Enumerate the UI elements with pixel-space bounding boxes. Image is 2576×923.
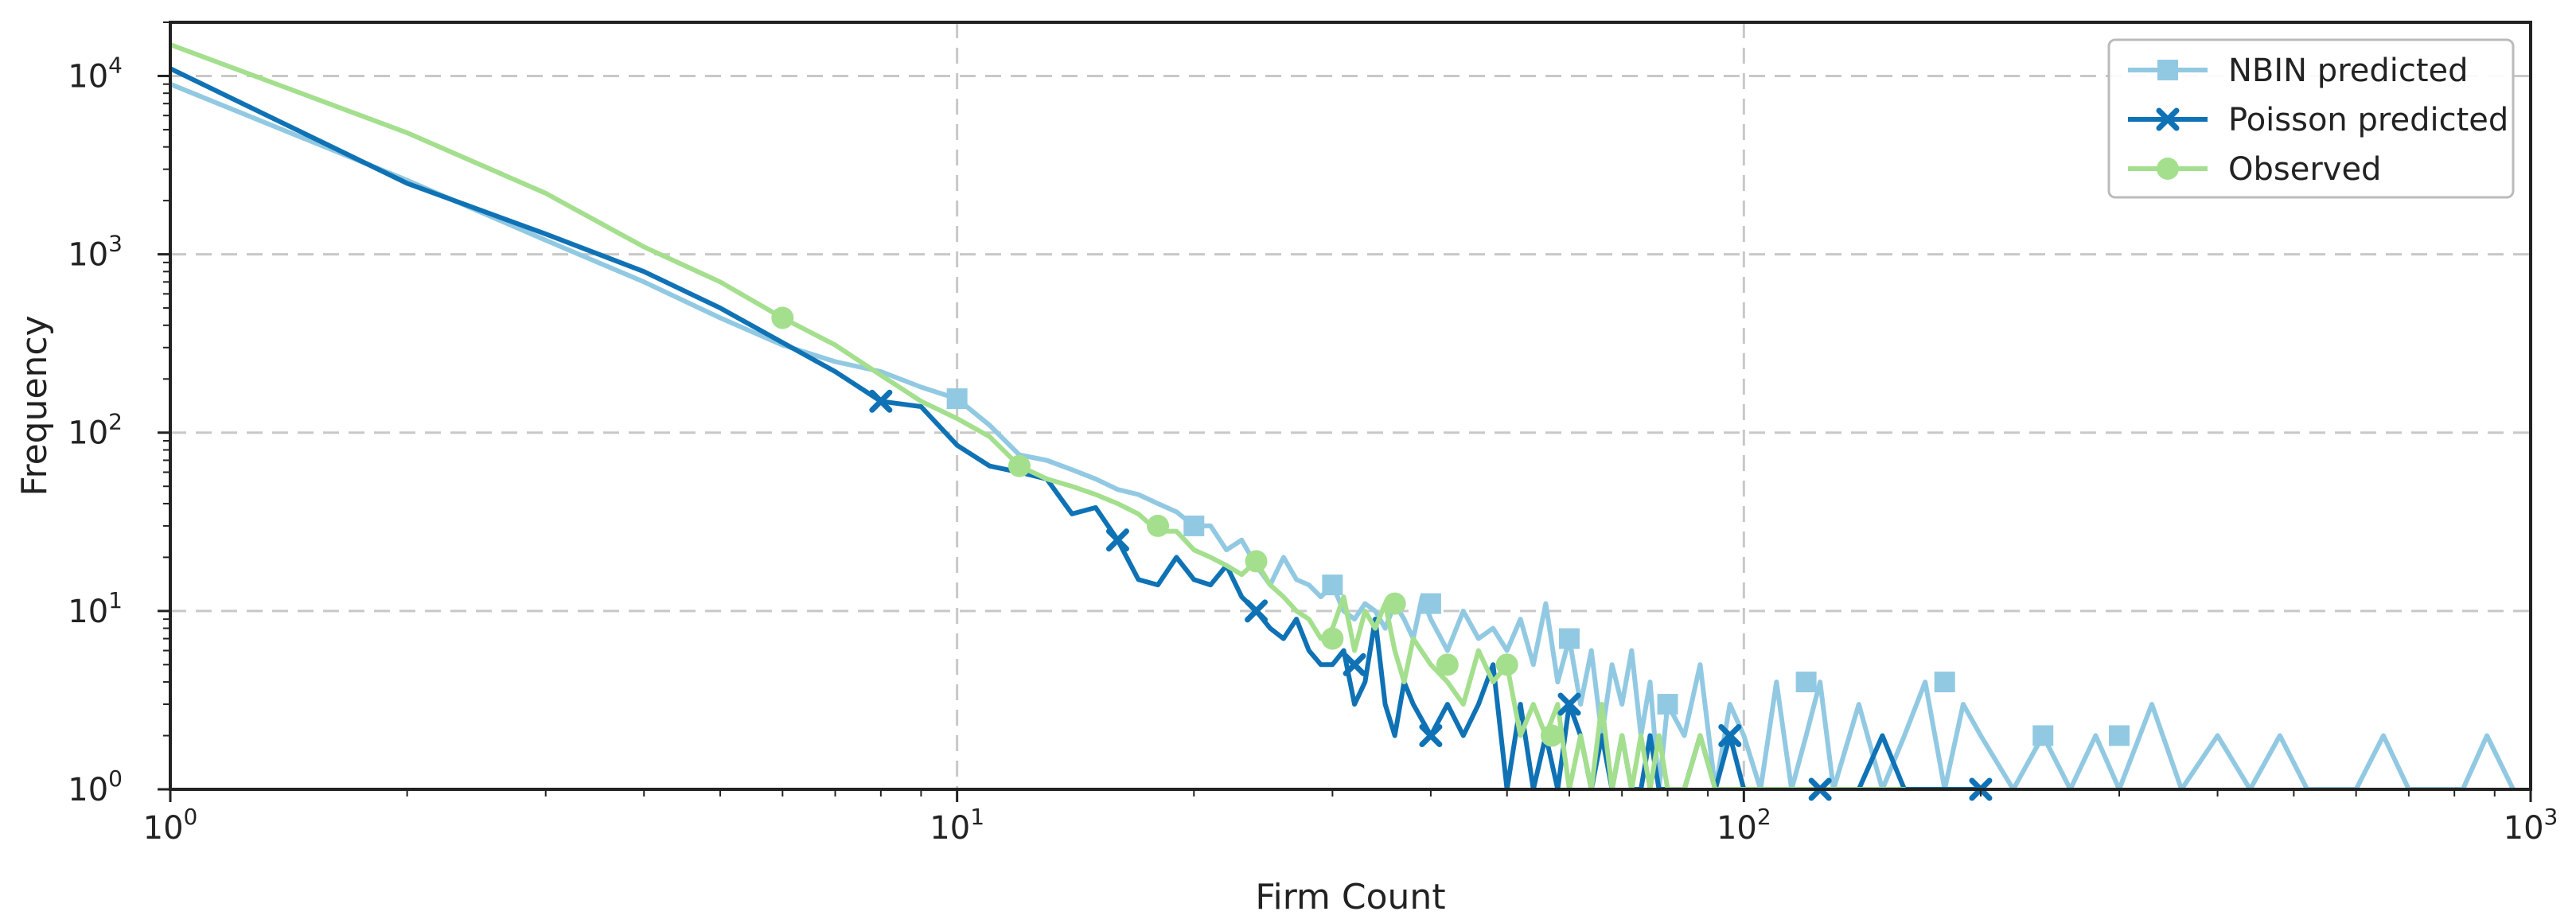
legend-label: NBIN predicted (2228, 53, 2469, 89)
x-axis-label: Firm Count (1255, 877, 1445, 917)
x-tick-label: 101 (929, 804, 984, 847)
x-marker-stroke (1343, 652, 1366, 676)
series-0-marker (2032, 725, 2054, 746)
series-0-marker (1657, 694, 1678, 715)
series-line-0 (170, 81, 2516, 789)
x-marker-stroke (1245, 599, 1269, 623)
ticks: 100 101 102 103 100 101 102 103 104 (68, 21, 2558, 847)
x-marker-stroke (1557, 692, 1581, 716)
x-tick-label: 103 (2504, 804, 2558, 847)
legend-label: Poisson predicted (2228, 102, 2508, 138)
series-0-marker (1795, 672, 1817, 693)
y-tick-label: 103 (68, 231, 123, 274)
series-1-marker (1557, 692, 1581, 716)
series-2-marker (1495, 653, 1518, 676)
y-axis-label: Frequency (14, 315, 55, 496)
series-2-marker (1321, 627, 1344, 650)
legend-marker (2157, 60, 2178, 80)
series-1-marker (1343, 652, 1366, 676)
x-marker-stroke (1718, 724, 1742, 748)
series-0-marker (1934, 672, 1955, 693)
legend-label: Observed (2228, 151, 2381, 188)
series-0-marker (1322, 574, 1343, 596)
series-0-marker (1558, 628, 1580, 649)
series-1-marker (1718, 724, 1742, 748)
series-0-marker (1183, 515, 1205, 536)
series-2-marker (1383, 592, 1406, 615)
x-marker-stroke (1105, 528, 1129, 552)
y-tick-label: 100 (68, 765, 123, 808)
y-tick-label: 101 (68, 587, 123, 630)
series-2-marker (771, 306, 794, 329)
x-marker-stroke (1419, 724, 1443, 748)
series-0-marker (946, 388, 968, 410)
series-layer (170, 42, 2516, 789)
series-2-marker (1147, 514, 1170, 537)
series-1-marker (1245, 599, 1269, 623)
series-line-2 (170, 42, 1908, 789)
y-tick-label: 102 (68, 409, 123, 452)
series-2-marker (1436, 653, 1459, 676)
x-marker-stroke (869, 389, 893, 413)
legend-box (2107, 38, 2515, 199)
series-1-marker (1419, 724, 1443, 748)
marker-layer (771, 306, 2130, 801)
legend-marker (2156, 107, 2180, 131)
legend: NBIN predicted Poisson predicted Observed (2107, 38, 2515, 199)
series-2-marker (1245, 550, 1268, 573)
series-1-marker (1105, 528, 1129, 552)
legend-marker (2157, 158, 2179, 180)
series-1-marker (869, 389, 893, 413)
x-tick-label: 102 (1717, 804, 1771, 847)
plot-frame (169, 21, 2532, 791)
series-0-marker (1420, 593, 1441, 614)
series-0-marker (2109, 725, 2130, 746)
series-2-marker (1007, 454, 1031, 477)
x-tick-label: 100 (143, 804, 198, 847)
series-2-marker (1540, 724, 1563, 747)
x-marker-stroke (2156, 107, 2180, 131)
y-tick-label: 104 (68, 52, 123, 95)
